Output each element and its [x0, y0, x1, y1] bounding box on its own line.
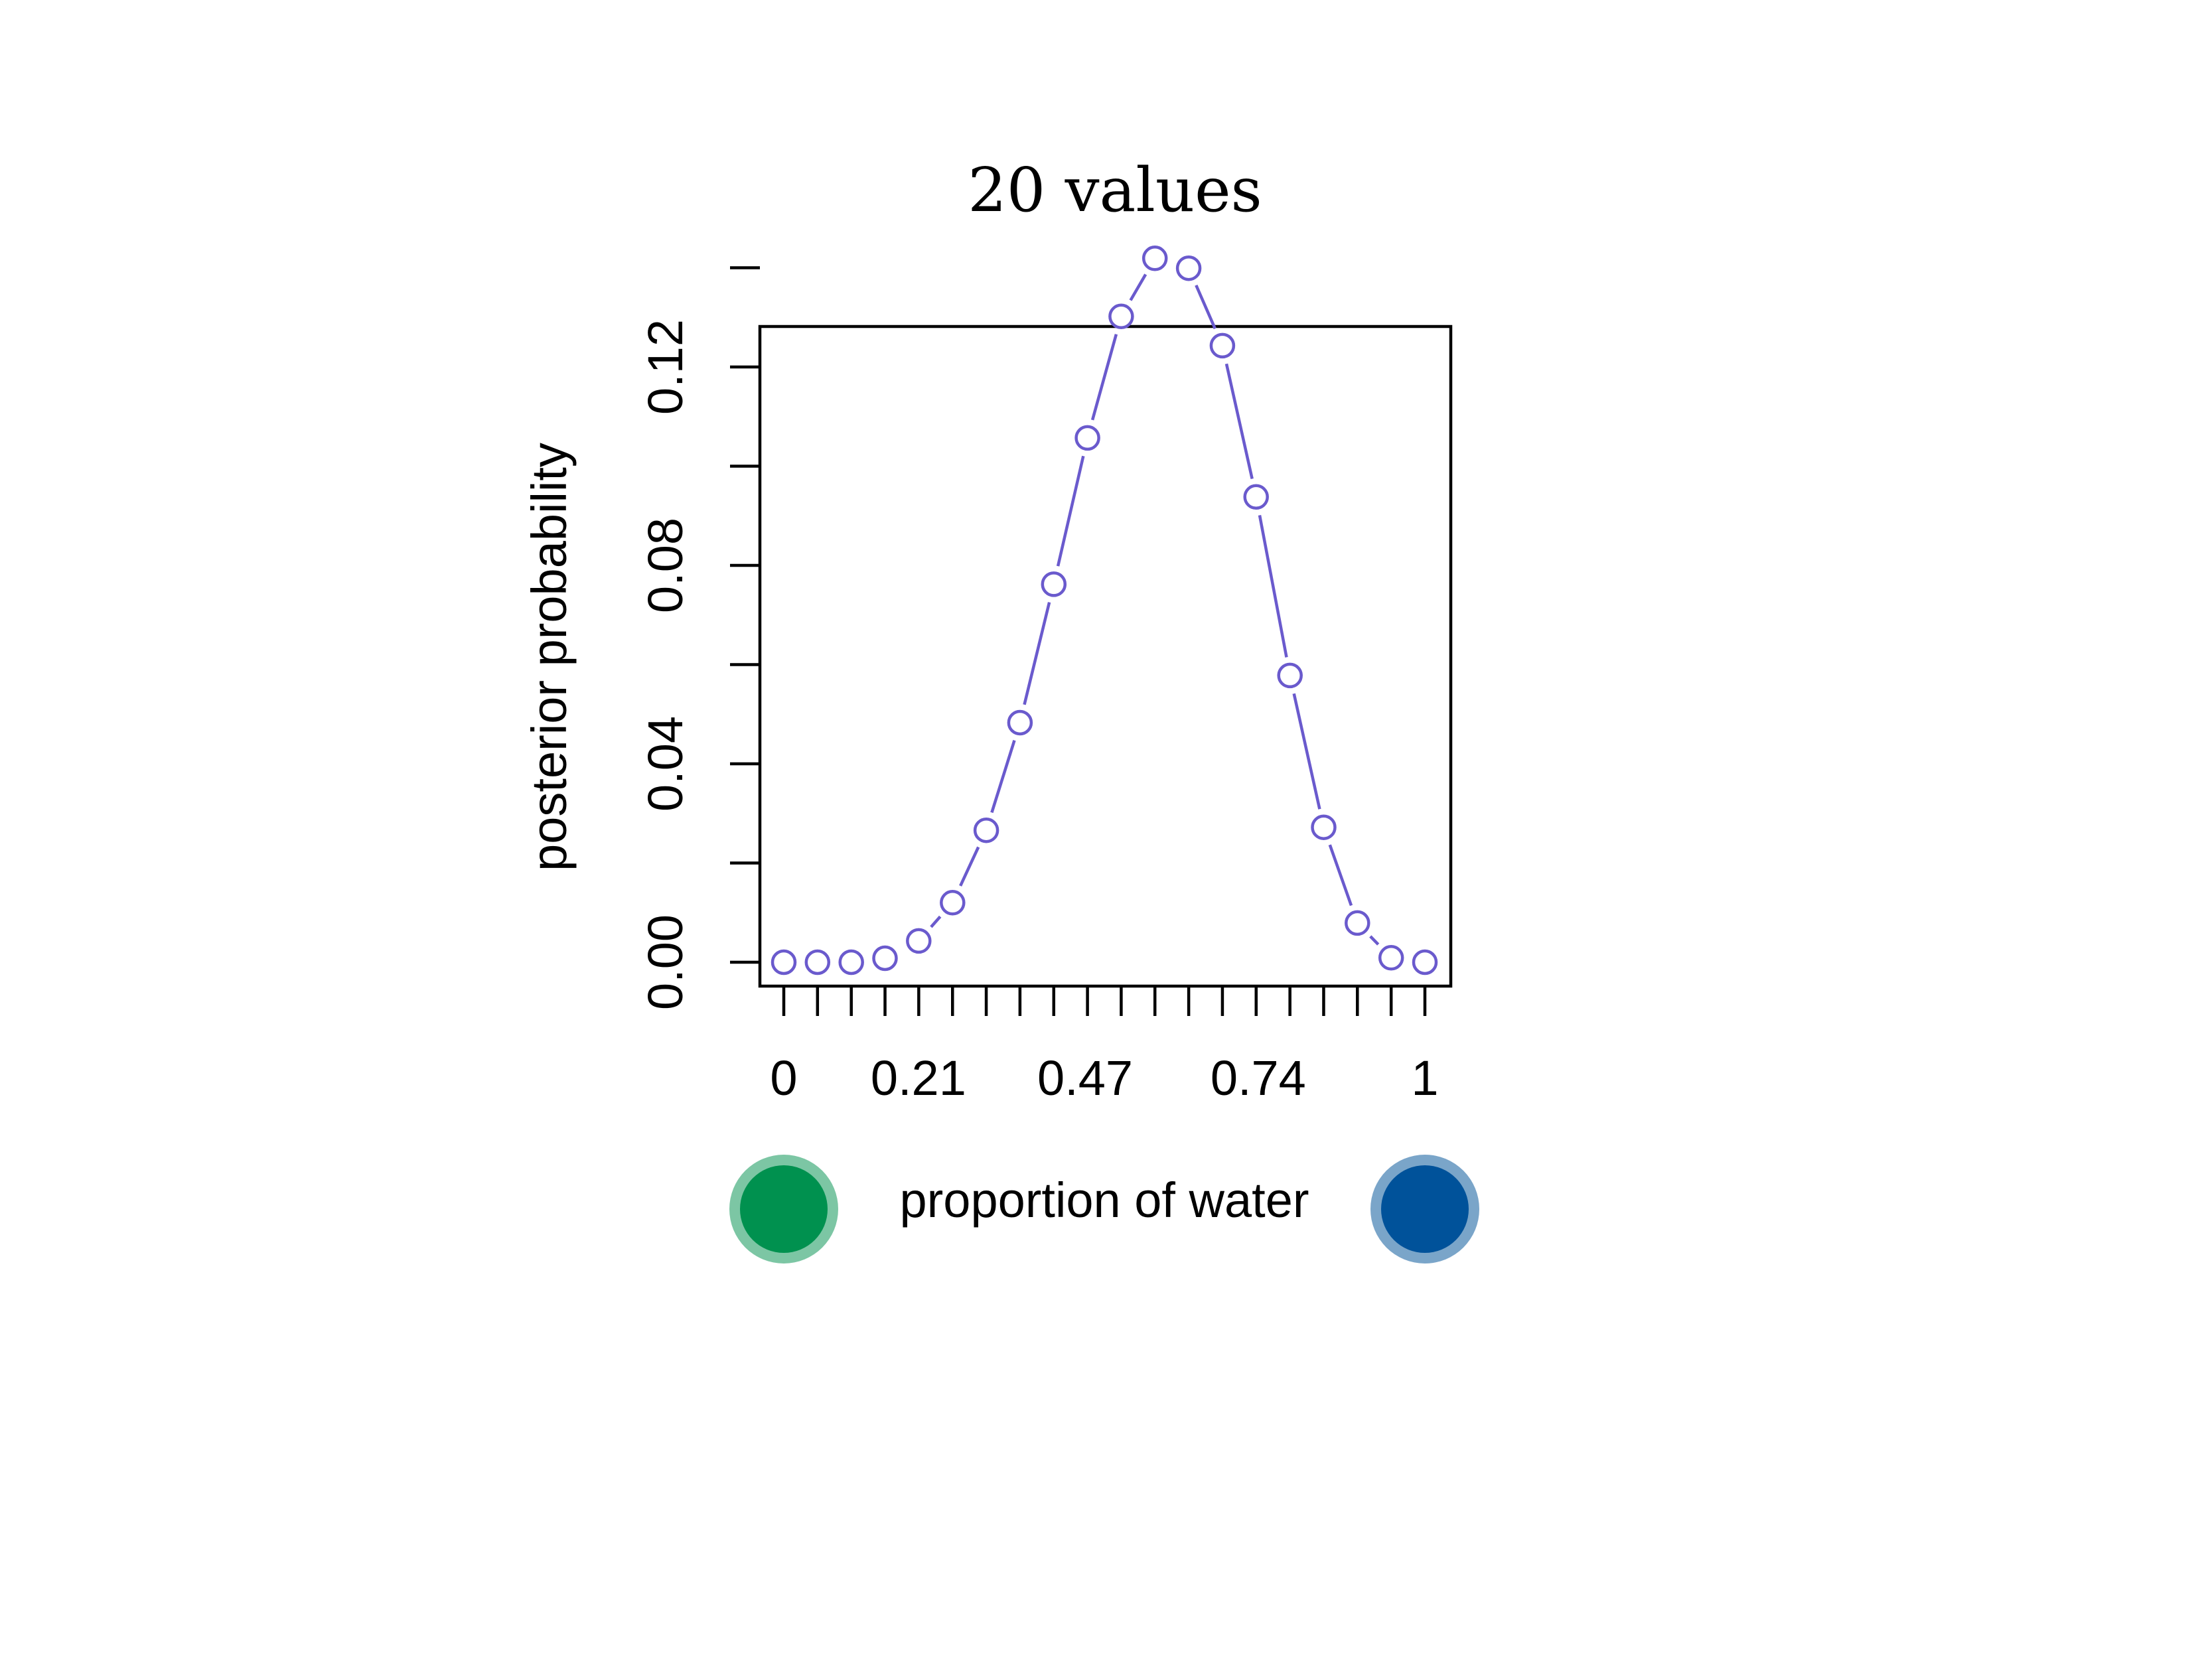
green-circle-icon: [729, 1155, 838, 1263]
series-segment: [1369, 935, 1380, 946]
series-points: [771, 246, 1438, 975]
left-marker-fill: [740, 1165, 828, 1253]
data-point: [906, 928, 932, 954]
data-point: [1041, 571, 1067, 597]
data-point: [1412, 949, 1438, 975]
data-point: [1345, 910, 1370, 936]
plot-frame: [758, 325, 1453, 988]
legend-markers: [729, 1155, 1479, 1263]
blue-circle-icon: [1370, 1155, 1479, 1263]
data-point: [1108, 303, 1134, 330]
y-axis-label: posterior probability: [522, 443, 577, 871]
data-point: [1007, 709, 1033, 736]
x-axis-label: proportion of water: [899, 1173, 1309, 1228]
x-axis: 0 0.21 0.47 0.74 1: [770, 986, 1439, 1106]
data-point: [940, 890, 966, 916]
y-tick-label: 0.08: [638, 518, 693, 613]
y-tick-label: 0.00: [638, 914, 693, 1010]
series-segment: [1023, 602, 1051, 705]
data-point: [872, 945, 898, 972]
series-segment: [1090, 334, 1118, 421]
data-point: [1277, 662, 1303, 689]
data-point: [1175, 255, 1202, 281]
x-tick-label: 0: [770, 1050, 797, 1106]
data-point: [1142, 246, 1168, 271]
x-tick-label: 1: [1411, 1050, 1438, 1106]
data-point: [1378, 945, 1404, 971]
series-segment: [990, 740, 1016, 814]
series-segment: [959, 846, 980, 887]
x-tick-label: 0.47: [1037, 1050, 1133, 1106]
data-point: [771, 949, 797, 975]
data-point: [838, 949, 864, 975]
series-segment: [1056, 455, 1085, 567]
series-line: [930, 273, 1380, 946]
data-point: [1209, 332, 1236, 359]
series-segment: [930, 915, 942, 928]
y-tick-label: 0.04: [638, 716, 693, 812]
series-segment: [1292, 693, 1321, 810]
data-point: [804, 949, 831, 975]
series-segment: [1224, 363, 1254, 479]
x-tick-label: 0.74: [1211, 1050, 1306, 1106]
x-tick-label: 0.21: [871, 1050, 966, 1106]
series-segment: [1258, 514, 1288, 658]
y-axis: 0.00 0.04 0.08 0.12: [638, 266, 760, 1010]
chart-title: 20 values: [968, 155, 1262, 226]
series-segment: [1328, 844, 1353, 906]
right-marker-fill: [1381, 1165, 1469, 1253]
y-tick-label: 0.12: [638, 319, 693, 415]
data-point: [1311, 814, 1337, 840]
series-segment: [1195, 284, 1217, 330]
data-point: [1243, 484, 1269, 510]
data-point: [1074, 425, 1100, 451]
series-segment: [1129, 273, 1147, 301]
data-point: [973, 817, 999, 843]
